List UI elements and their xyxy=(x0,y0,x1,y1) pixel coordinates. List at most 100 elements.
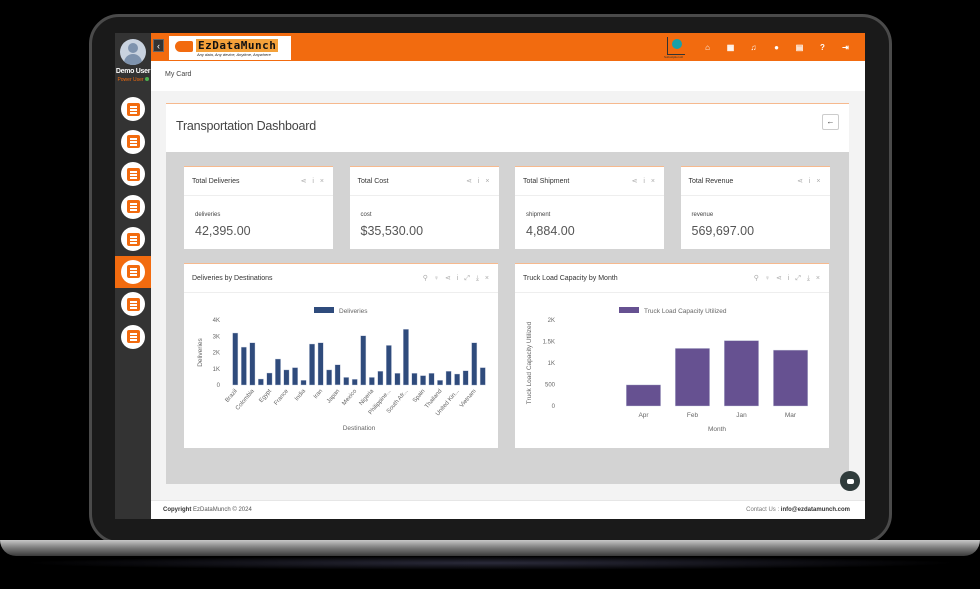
contact-email-link[interactable]: info@ezdatamunch.com xyxy=(780,507,850,513)
svg-text:Colombia: Colombia xyxy=(235,388,256,412)
footer: Copyright EzDataMunch © 2024 Contact Us … xyxy=(151,500,865,519)
svg-text:3K: 3K xyxy=(213,334,220,340)
sidebar: Demo User Power User xyxy=(115,33,151,519)
svg-text:1.5K: 1.5K xyxy=(543,340,555,346)
svg-text:Deliveries: Deliveries xyxy=(197,337,204,366)
card-tools-icons[interactable]: ⋖ i × xyxy=(300,178,326,185)
logo-tagline: Any data, Any device, Anytime, Anywhere xyxy=(197,52,271,57)
report-grid-icon xyxy=(121,162,145,186)
sidebar-item-data-sources[interactable] xyxy=(115,93,151,125)
svg-text:1K: 1K xyxy=(213,367,220,373)
kpi-title: Total Shipment xyxy=(523,178,570,185)
sidebar-item-analysis[interactable] xyxy=(115,126,151,158)
svg-text:Destination: Destination xyxy=(343,425,376,432)
app-screen: Demo User Power User ‹ EzDataMunch Any d… xyxy=(115,33,865,519)
bar-chart[interactable]: Truck Load Capacity Utilized 0 500 1K 1.5K 2K… xyxy=(515,294,829,449)
chart-tools-icons[interactable]: ⚲ ♀ ⋖ i ⤢ ⤓ × xyxy=(753,275,822,282)
svg-text:2K: 2K xyxy=(213,351,220,357)
svg-text:0: 0 xyxy=(552,404,556,410)
svg-text:Nigeria: Nigeria xyxy=(359,388,376,407)
svg-text:Egypt: Egypt xyxy=(258,388,273,404)
network-icon xyxy=(121,324,145,349)
kpi-label: cost xyxy=(360,212,372,218)
breadcrumb[interactable]: My Card xyxy=(165,71,192,78)
sidebar-toggle-button[interactable]: ‹ xyxy=(153,39,164,52)
sidebar-item-reports[interactable] xyxy=(115,158,151,190)
svg-text:India: India xyxy=(294,388,307,402)
chat-icon xyxy=(846,478,854,484)
card-tools-icons[interactable]: ⋖ i × xyxy=(797,178,823,185)
database-icon xyxy=(121,97,145,121)
svg-text:Iran: Iran xyxy=(313,388,324,400)
logo-mark-icon xyxy=(175,41,193,52)
logout-icon[interactable]: ⇥ xyxy=(842,42,849,52)
sidebar-item-designer[interactable] xyxy=(115,191,151,223)
svg-text:Spain: Spain xyxy=(412,388,426,404)
document-chart-icon xyxy=(121,292,145,316)
svg-text:France: France xyxy=(273,388,290,407)
kpi-card: Total Revenue ⋖ i × revenue 569,697.00 xyxy=(680,166,830,249)
globe-icon[interactable]: ● xyxy=(774,42,779,52)
partner-logo-text: Subsciption AI xyxy=(664,55,684,59)
header-icons: ⌂ ▦ ♫ ● ▤? ⇥ xyxy=(696,33,857,61)
chart-tools-icons[interactable]: ⚲ ♀ ⋖ i ⤢ ⤓ × xyxy=(422,275,491,282)
bar-chart[interactable]: Deliveries 0 1K 2K 3K 4K Deliveries BrazilColom… xyxy=(184,294,498,449)
kpi-title: Total Cost xyxy=(357,178,389,185)
card-tools-icons[interactable]: ⋖ i × xyxy=(631,178,657,185)
kpi-label: deliveries xyxy=(195,212,221,218)
svg-text:Deliveries: Deliveries xyxy=(339,308,368,315)
monitor-chart-icon xyxy=(121,259,145,284)
svg-text:4K: 4K xyxy=(213,318,220,324)
deliveries-chart-card: Deliveries by Destinations ⚲ ♀ ⋖ i ⤢ ⤓ ×… xyxy=(184,263,498,448)
svg-text:500: 500 xyxy=(545,383,556,389)
widget-grid: Total Deliveries ⋖ i × deliveries 42,395… xyxy=(166,152,849,484)
bell-icon[interactable]: ♫ xyxy=(750,42,757,52)
svg-text:Mexico: Mexico xyxy=(341,388,358,407)
kpi-label: revenue xyxy=(691,212,714,218)
svg-text:Mar: Mar xyxy=(785,412,797,419)
svg-text:2K: 2K xyxy=(548,318,555,324)
partner-logo[interactable]: Subsciption AI xyxy=(664,35,686,59)
card-tools-icons[interactable]: ⋖ i × xyxy=(466,178,492,185)
kpi-label: shipment xyxy=(526,212,551,218)
svg-text:Vietnam: Vietnam xyxy=(459,388,478,409)
laptop-shadow xyxy=(20,556,960,570)
partner-logo-icon xyxy=(672,39,682,49)
sidebar-item-tables[interactable] xyxy=(115,223,151,255)
svg-text:Apr: Apr xyxy=(638,412,649,419)
contact-info: Contact Us : info@ezdatamunch.com xyxy=(746,507,850,513)
chat-button[interactable] xyxy=(840,471,860,491)
kpi-card: Total Cost ⋖ i × cost $35,530.00 xyxy=(349,166,499,249)
chart-title: Truck Load Capacity by Month xyxy=(523,275,618,282)
kpi-card: Total Deliveries ⋖ i × deliveries 42,395… xyxy=(184,166,333,249)
sidebar-item-documents[interactable] xyxy=(115,288,151,320)
ezdatamunch-logo[interactable]: EzDataMunch Any data, Any device, Anytim… xyxy=(169,36,291,60)
online-status-icon xyxy=(144,77,149,81)
help-icon[interactable]: ? xyxy=(820,42,825,52)
chart-title: Deliveries by Destinations xyxy=(192,275,273,282)
kpi-value: $35,530.00 xyxy=(360,224,424,238)
kpi-value: 569,697.00 xyxy=(691,224,755,238)
sidebar-item-dashboards[interactable] xyxy=(115,255,151,288)
user-role-label: Power User xyxy=(117,77,144,83)
copyright-text: Copyright EzDataMunch © 2024 xyxy=(163,507,252,513)
layout-icon xyxy=(121,194,145,219)
logo-wordmark: EzDataMunch xyxy=(196,39,279,52)
svg-text:Jan: Jan xyxy=(736,412,747,419)
back-button[interactable]: ← xyxy=(822,114,839,130)
sidebar-item-integration[interactable] xyxy=(115,321,151,353)
svg-text:Month: Month xyxy=(708,426,726,433)
dashboard-panel: Transportation Dashboard ← Total Deliver… xyxy=(166,103,849,484)
svg-text:Japan: Japan xyxy=(326,388,341,404)
home-icon[interactable]: ⌂ xyxy=(705,42,710,52)
magnifier-chart-icon xyxy=(121,129,145,154)
kpi-title: Total Deliveries xyxy=(192,178,240,185)
grid-icon[interactable]: ▦ xyxy=(726,42,735,52)
page-title: Transportation Dashboard xyxy=(176,119,316,133)
card-icon[interactable]: ▤ xyxy=(795,42,804,52)
laptop-base xyxy=(0,540,980,556)
svg-text:Truck Load Capacity Utilized: Truck Load Capacity Utilized xyxy=(526,321,533,404)
svg-text:Brazil: Brazil xyxy=(225,388,239,403)
avatar[interactable] xyxy=(120,39,146,65)
svg-text:Feb: Feb xyxy=(687,412,699,419)
